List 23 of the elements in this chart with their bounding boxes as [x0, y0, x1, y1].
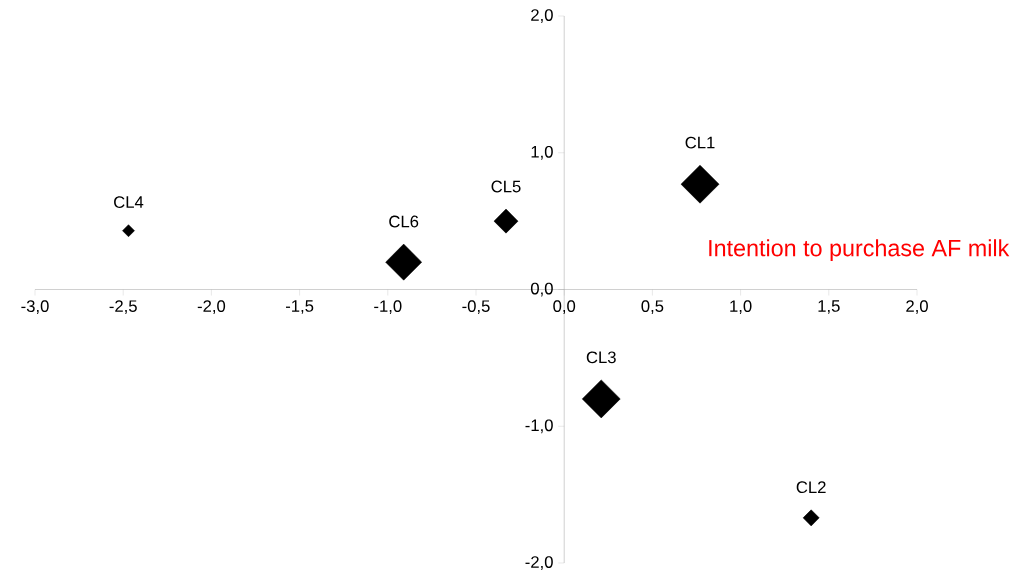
y-tick-label: 0,0: [530, 282, 553, 297]
x-tick-label: 1,5: [818, 300, 840, 314]
annotation: Intention to purchase AF milk: [709, 239, 1010, 261]
series-label: CL1: [685, 136, 715, 149]
series-label: CL3: [586, 351, 616, 364]
x-tick-label: -0,5: [462, 300, 490, 314]
series-label: CL5: [491, 180, 521, 193]
x-tick-label: -3,0: [21, 300, 49, 314]
y-tick-label: 1,0: [531, 145, 553, 160]
y-tick-label: -1,0: [525, 419, 553, 434]
x-tick-label: -1,5: [285, 300, 314, 314]
series-label: CL6: [389, 215, 419, 228]
y-tick-label: -2,0: [525, 556, 553, 570]
y-tick-label: 2,0: [531, 9, 553, 23]
x-tick-label: 2,0: [906, 300, 928, 314]
x-tick-label: -1,0: [374, 300, 402, 314]
x-tick-label: 0,0: [553, 300, 576, 314]
series-label: CL2: [796, 481, 826, 494]
x-tick-label: -2,0: [197, 300, 226, 314]
x-tick-label: -2,5: [109, 300, 137, 314]
series-label: CL4: [114, 196, 144, 208]
x-tick-label: 1,0: [730, 300, 752, 314]
x-tick-label: 0,5: [641, 300, 664, 314]
